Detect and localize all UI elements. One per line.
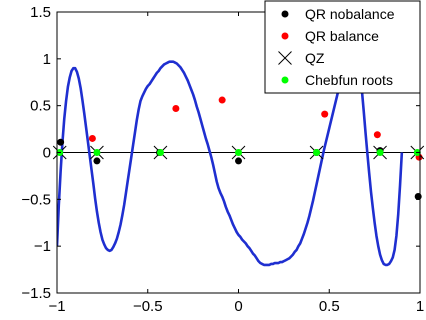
point-qr-balance-1 (172, 104, 180, 112)
y-tick-label-4: 0.5 (30, 98, 51, 115)
x-tick-label-4: 1 (416, 298, 424, 315)
legend-marker-0 (281, 10, 289, 18)
x-tick-label-3: 0.5 (319, 298, 340, 315)
point-qr-balance-0 (88, 134, 96, 142)
legend-label-1: QR balance (305, 28, 379, 44)
y-tick-label-1: −1 (34, 238, 51, 255)
legend-marker-3 (281, 76, 289, 84)
axes: −1 −0.5 0 0.5 1−1.5−1−0.500.511.5 (21, 4, 424, 315)
y-tick-label-3: 0 (43, 145, 51, 162)
x-tick-label-1: −0.5 (133, 298, 163, 315)
point-chebfun-roots-4 (313, 149, 321, 156)
point-chebfun-roots-1 (93, 149, 101, 156)
legend-marker-1 (281, 32, 289, 40)
legend: QR nobalance QR balance QZ Chebfun roots (264, 0, 421, 94)
legend-label-2: QZ (305, 50, 325, 66)
point-qr-nobalance-3 (235, 157, 242, 165)
legend-marker-2 (278, 51, 292, 65)
legend-marker-2-stroke-b (278, 51, 292, 65)
legend-box (264, 0, 421, 94)
y-tick-label-2: −0.5 (21, 191, 51, 208)
y-tick-label-5: 1 (43, 51, 51, 68)
point-qr-balance-4 (373, 131, 381, 139)
point-chebfun-roots-3 (235, 149, 242, 156)
point-qr-nobalance-0 (57, 138, 65, 146)
point-qr-balance-3 (321, 110, 329, 118)
y-tick-label-0: −1.5 (21, 285, 51, 302)
plot-area (52, 37, 425, 267)
point-qr-nobalance-1 (93, 157, 101, 165)
point-chebfun-roots-2 (156, 149, 164, 156)
x-tick-label-2: 0 (234, 298, 242, 315)
point-chebfun-roots-5 (376, 149, 384, 156)
legend-label-3: Chebfun roots (305, 72, 393, 88)
legend-label-0: QR nobalance (305, 6, 395, 22)
y-tick-label-6: 1.5 (30, 4, 51, 21)
point-qr-balance-2 (218, 96, 226, 104)
x-tick-label-0: −1 (48, 298, 65, 315)
